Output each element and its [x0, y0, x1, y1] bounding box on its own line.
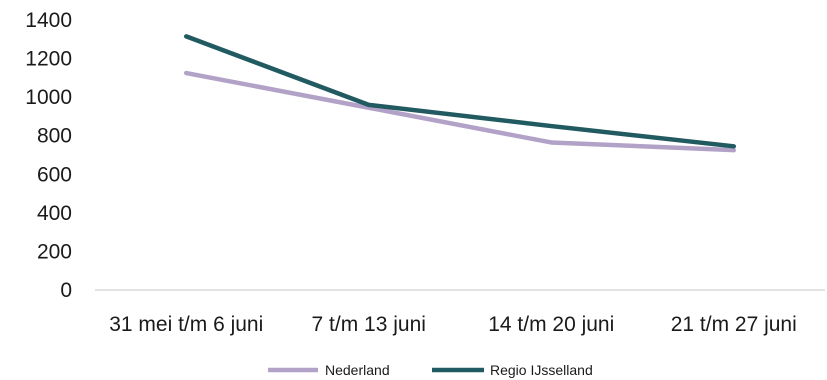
x-tick-label: 21 t/m 27 juni: [671, 313, 797, 336]
y-tick-label: 1000: [25, 86, 72, 109]
y-tick-label: 600: [37, 163, 72, 186]
legend-label: Regio IJsselland: [490, 362, 593, 378]
x-axis-ticks: 31 mei t/m 6 juni 7 t/m 13 juni 14 t/m 20 …: [109, 313, 797, 336]
y-tick-label: 200: [37, 240, 72, 263]
legend: Nederland Regio IJsselland: [268, 362, 593, 378]
y-tick-label: 1400: [25, 9, 72, 32]
y-tick-label: 800: [37, 125, 72, 148]
y-tick-label: 0: [60, 279, 72, 302]
y-tick-label: 1200: [25, 48, 72, 71]
x-tick-label: 14 t/m 20 juni: [488, 313, 614, 336]
series-line-regio-ijsselland: [184, 34, 736, 149]
series-line-nederland: [184, 70, 736, 153]
series-lines: [184, 34, 736, 153]
y-tick-label: 400: [37, 202, 72, 225]
x-tick-label: 7 t/m 13 juni: [312, 313, 426, 336]
y-axis-ticks: 0 200 400 600 800 1000 1200 1400: [25, 9, 72, 302]
legend-label: Nederland: [325, 362, 390, 378]
x-tick-label: 31 mei t/m 6 juni: [109, 313, 263, 336]
